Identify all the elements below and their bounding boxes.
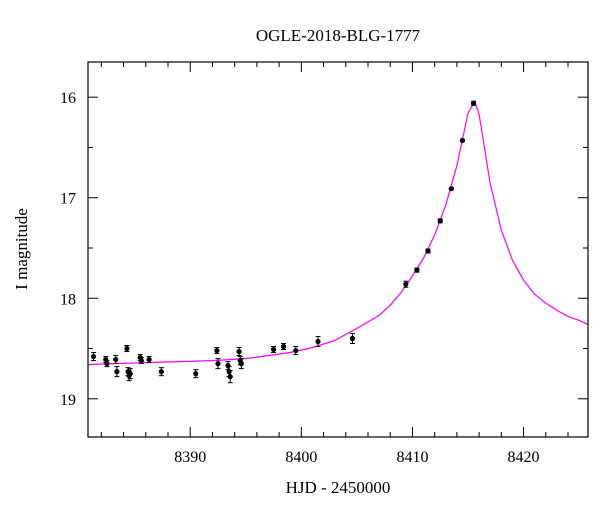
data-point xyxy=(238,358,244,370)
data-points-group xyxy=(90,100,477,384)
data-point xyxy=(146,356,152,364)
data-marker xyxy=(226,369,232,375)
data-marker xyxy=(448,186,454,192)
data-point xyxy=(158,367,164,377)
data-marker xyxy=(146,356,152,363)
data-marker xyxy=(403,281,409,287)
data-point xyxy=(470,100,477,106)
data-marker xyxy=(293,347,299,354)
data-marker xyxy=(414,267,420,273)
data-point xyxy=(225,361,231,371)
data-point xyxy=(114,366,120,378)
y-axis-label: I magnitude xyxy=(12,208,31,290)
data-point xyxy=(90,352,97,362)
data-point xyxy=(124,345,130,353)
data-point xyxy=(236,347,242,357)
data-marker xyxy=(193,371,199,377)
data-marker xyxy=(114,369,120,375)
data-point xyxy=(293,346,299,356)
data-marker xyxy=(113,356,119,363)
data-point xyxy=(437,218,443,224)
data-marker xyxy=(138,357,144,364)
data-point xyxy=(403,280,409,288)
data-marker xyxy=(215,361,221,367)
data-marker xyxy=(315,338,321,345)
data-point xyxy=(414,267,420,273)
x-tick-label: 8390 xyxy=(174,449,206,466)
model-curve xyxy=(88,100,588,366)
data-point xyxy=(104,360,110,368)
x-tick-label: 8410 xyxy=(396,449,428,466)
data-marker xyxy=(425,248,431,254)
y-tick-label: 16 xyxy=(60,90,76,107)
y-tick-label: 18 xyxy=(60,291,76,308)
data-marker xyxy=(104,361,110,367)
data-point xyxy=(315,335,321,348)
data-marker xyxy=(158,369,164,375)
data-point xyxy=(214,347,220,355)
data-marker xyxy=(270,346,277,353)
axis-ticks xyxy=(88,62,588,437)
data-point xyxy=(270,346,277,354)
data-point xyxy=(349,332,356,345)
data-point xyxy=(193,369,199,379)
y-tick-label: 17 xyxy=(60,191,76,208)
data-point xyxy=(113,355,119,365)
data-point xyxy=(459,137,466,144)
x-tick-label: 8420 xyxy=(508,449,540,466)
data-point xyxy=(227,370,233,384)
data-marker xyxy=(238,361,244,367)
chart-title: OGLE-2018-BLG-1777 xyxy=(256,26,421,45)
data-point xyxy=(215,358,221,370)
data-marker xyxy=(214,347,220,354)
y-tick-labels: 16 17 18 19 xyxy=(60,90,76,409)
data-point xyxy=(127,368,133,380)
data-marker xyxy=(349,335,356,342)
data-point xyxy=(425,248,431,254)
data-marker xyxy=(127,371,133,377)
data-marker xyxy=(225,363,231,369)
data-marker xyxy=(227,374,233,380)
data-marker xyxy=(236,348,242,355)
data-marker xyxy=(280,343,287,350)
model-curve-group xyxy=(88,100,588,366)
x-tick-label: 8400 xyxy=(285,449,317,466)
data-marker xyxy=(459,137,466,144)
data-point xyxy=(280,343,287,351)
y-tick-label: 19 xyxy=(60,392,76,409)
data-point xyxy=(138,357,144,365)
data-marker xyxy=(437,218,443,224)
data-point xyxy=(448,186,454,192)
plot-frame xyxy=(87,61,589,438)
x-tick-labels: 8390 8400 8410 8420 xyxy=(174,449,539,466)
data-marker xyxy=(90,353,97,360)
x-axis-label: HJD - 2450000 xyxy=(286,478,391,497)
data-marker xyxy=(124,345,130,352)
data-marker xyxy=(470,100,477,106)
